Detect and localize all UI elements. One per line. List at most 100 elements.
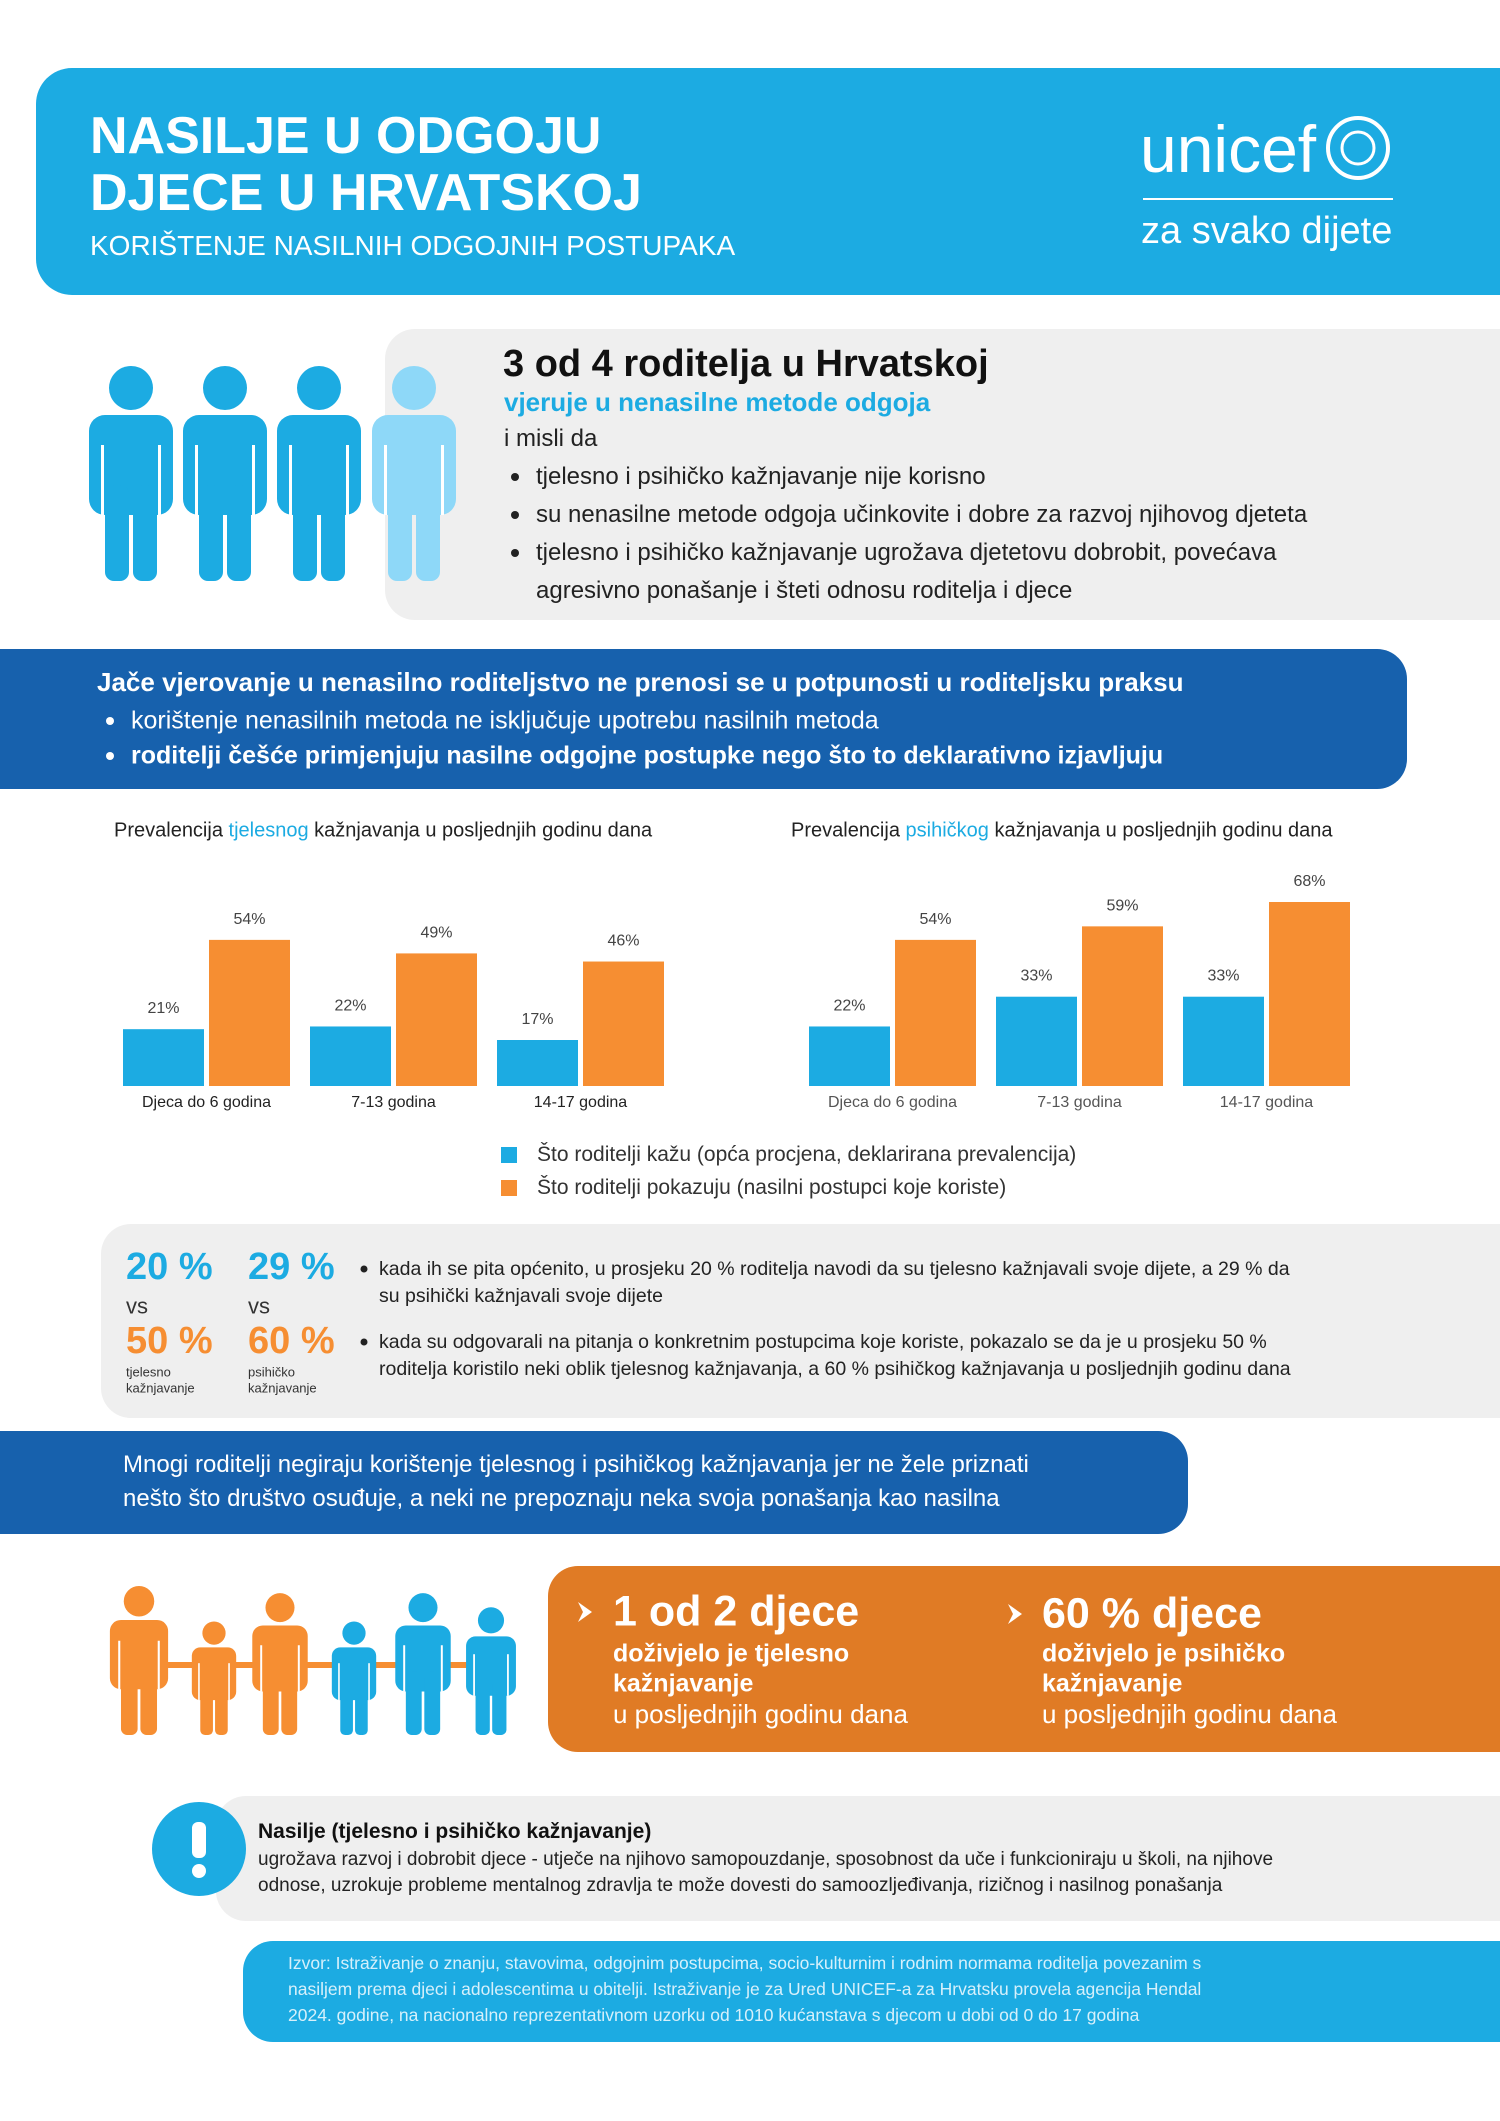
arrow	[1008, 1604, 1022, 1624]
head	[477, 1607, 505, 1634]
person-icon	[466, 1607, 516, 1735]
arm-gap	[440, 1645, 443, 1692]
note-text: kada ih se pita općenito, u prosjeku 20 …	[379, 1257, 1290, 1280]
headline: 60 % djece	[1042, 1589, 1262, 1638]
leg	[120, 1668, 138, 1735]
value-label: 46%	[607, 933, 639, 950]
person-icon	[89, 366, 173, 581]
heading: Jače vjerovanje u nenasilno roditeljstvo…	[97, 667, 1184, 698]
bar	[996, 996, 1077, 1086]
value-label: 59%	[1106, 897, 1138, 914]
intro: i misli da	[504, 425, 598, 453]
leg	[281, 1671, 298, 1735]
title: NASILJE U ODGOJU	[90, 107, 602, 166]
text: u posljednjih godinu dana	[613, 1699, 908, 1730]
legend-swatch	[501, 1147, 517, 1163]
arm-gap	[368, 1663, 370, 1701]
bar	[497, 1040, 578, 1086]
arrow	[578, 1602, 592, 1622]
person-icon	[372, 366, 456, 581]
leg	[133, 485, 157, 581]
bar	[809, 1026, 890, 1086]
practice-band	[0, 649, 1407, 789]
heading: Nasilje (tjelesno i psihičko kažnjavanje…	[258, 1819, 652, 1843]
source-text: Izvor: Istraživanje o znanju, stavovima,…	[288, 1952, 1202, 1973]
stat-said: 20 %	[126, 1246, 213, 1289]
person-icon	[252, 1593, 308, 1735]
bold-text: kažnjavanje	[1042, 1669, 1183, 1698]
chart-title-rest: kažnjavanja u posljednjih godinu dana	[994, 819, 1333, 842]
x-tick-label: 14-17 godina	[1220, 1094, 1314, 1111]
leg	[200, 1684, 213, 1735]
leg	[199, 485, 223, 581]
head	[297, 366, 341, 410]
logo-emblem	[1326, 116, 1390, 180]
alert-icon	[152, 1802, 246, 1896]
value-label: 49%	[420, 924, 452, 941]
bar	[123, 1029, 204, 1086]
bullet-text: su nenasilne metode odgoja učinkovite i …	[536, 501, 1308, 529]
legend-label: Što roditelji kažu (opća procjena, dekla…	[537, 1142, 1077, 1166]
logo-rule	[1143, 198, 1393, 200]
value-label: 22%	[833, 997, 865, 1014]
stat-label: psihičko	[248, 1364, 295, 1380]
stat-said: 29 %	[248, 1246, 335, 1289]
bullet-text: agresivno ponašanje i šteti odnosu rodit…	[536, 577, 1073, 605]
body-text: odnose, uzrokuje probleme mentalnog zdra…	[258, 1875, 1223, 1897]
bar	[396, 953, 477, 1086]
denial-band	[0, 1431, 1188, 1534]
arm-gap	[441, 445, 444, 515]
leg	[215, 1684, 228, 1735]
chart-title: Prevalencija tjelesnog kažnjavanja u pos…	[114, 819, 653, 842]
bold-text: doživjelo je psihičko	[1042, 1639, 1286, 1668]
bar	[895, 939, 976, 1086]
bullet-dot	[360, 1338, 368, 1346]
leg	[405, 1671, 422, 1735]
x-tick-label: 7-13 godina	[1037, 1094, 1122, 1111]
value-label: 54%	[233, 911, 265, 928]
arm-gap	[195, 445, 198, 515]
denial-text: nešto što društvo osuđuje, a neki ne pre…	[123, 1485, 1000, 1513]
value-label: 33%	[1020, 968, 1052, 985]
arm-gap	[228, 1663, 230, 1701]
bar	[1269, 902, 1350, 1086]
arm-gap	[403, 1645, 406, 1692]
bar	[1183, 996, 1264, 1086]
bold-text: doživjelo je tjelesno	[613, 1639, 850, 1668]
body-text: ugrožava razvoj i dobrobit djece - utječ…	[258, 1849, 1274, 1871]
arm-gap	[346, 445, 349, 515]
chart-title-rest: kažnjavanja u posljednjih godinu dana	[314, 819, 653, 842]
stat-shown: 50 %	[126, 1320, 213, 1363]
leg	[140, 1668, 158, 1735]
leg	[262, 1671, 279, 1735]
stat-shown: 60 %	[248, 1320, 335, 1363]
note-text: su psihički kažnjavali svoje dijete	[379, 1284, 663, 1307]
subtitle: KORIŠTENJE NASILNIH ODGOJNIH POSTUPAKA	[90, 229, 736, 261]
x-tick-label: Djeca do 6 godina	[828, 1094, 957, 1111]
bullet-dot	[511, 473, 519, 481]
stat-label: tjelesno	[126, 1364, 171, 1380]
logo: unicef	[1140, 112, 1317, 187]
bullet-dot	[511, 511, 519, 519]
person-icon	[395, 1593, 451, 1735]
subheading: vjeruje u nenasilne metode odgoja	[504, 387, 931, 418]
leg	[293, 485, 317, 581]
value-label: 68%	[1293, 873, 1325, 890]
title: DJECE U HRVATSKOJ	[90, 164, 642, 223]
bullet-text: tjelesno i psihičko kažnjavanje ugrožava…	[536, 539, 1277, 567]
chart-title-highlight: psihičkog	[905, 819, 989, 842]
violence-panel	[216, 1796, 1500, 1921]
beliefs-panel	[385, 329, 1500, 620]
alert-dot	[192, 1864, 206, 1878]
text: u posljednjih godinu dana	[1042, 1699, 1337, 1730]
arm-gap	[158, 445, 161, 515]
arm-gap	[289, 445, 292, 515]
arm-gap	[260, 1645, 263, 1692]
bullet-text: tjelesno i psihičko kažnjavanje nije kor…	[536, 463, 986, 491]
head	[203, 366, 247, 410]
leg	[105, 485, 129, 581]
